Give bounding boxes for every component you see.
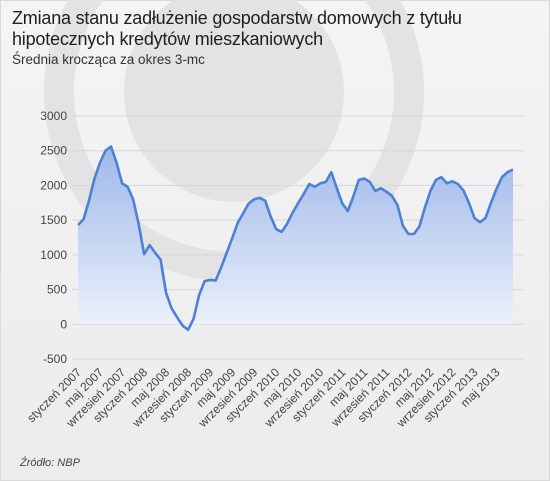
y-tick-label: -500 bbox=[43, 352, 67, 366]
y-tick-label: 500 bbox=[47, 283, 67, 297]
chart-subtitle: Średnia krocząca za okres 3-mc bbox=[12, 52, 205, 67]
source-note: Źródło: NBP bbox=[20, 457, 80, 469]
series-area bbox=[78, 146, 513, 330]
y-tick-label: 1500 bbox=[40, 213, 67, 227]
y-tick-label: 3000 bbox=[40, 109, 67, 123]
series-line bbox=[77, 145, 514, 332]
chart-title: Zmiana stanu zadłużenie gospodarstw domo… bbox=[12, 8, 462, 49]
y-axis-ticks: -500 0 500 1000 1500 2000 2500 3000 bbox=[40, 109, 67, 366]
y-tick-label: 0 bbox=[60, 317, 67, 331]
y-tick-label: 2500 bbox=[40, 144, 67, 158]
y-tick-label: 1000 bbox=[40, 248, 67, 262]
y-tick-label: 2000 bbox=[40, 178, 67, 192]
